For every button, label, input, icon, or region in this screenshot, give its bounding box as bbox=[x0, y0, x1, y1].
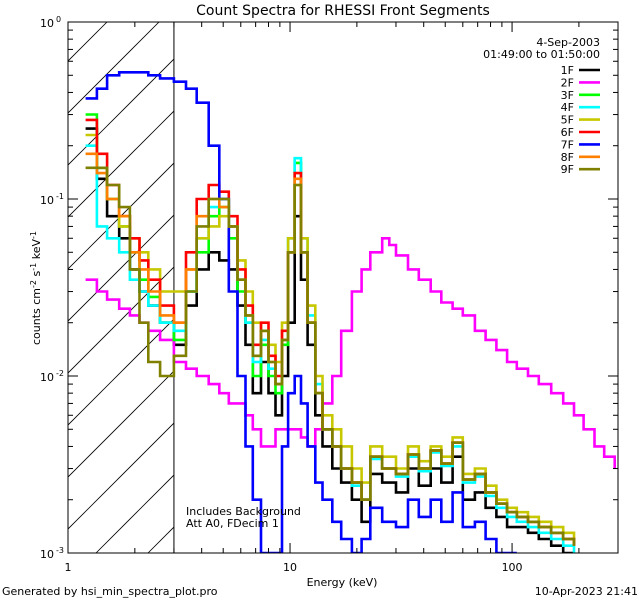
x-tick-labels: 1 10 100 bbox=[65, 561, 523, 574]
y-tick-label: 10 bbox=[40, 17, 54, 30]
y-tick-exponent: 0 bbox=[56, 15, 61, 24]
y-tick-exponent: -2 bbox=[56, 369, 64, 378]
x-tick-label: 10 bbox=[283, 561, 297, 574]
series-line-2F bbox=[85, 237, 616, 469]
hatch-line bbox=[68, 370, 174, 478]
hatch-line bbox=[512, 0, 640, 553]
legend-label-5F: 5F bbox=[561, 114, 574, 127]
legend-label-1F: 1F bbox=[561, 64, 574, 77]
series-layer bbox=[85, 71, 616, 553]
hatch-line bbox=[68, 110, 174, 218]
x-tick-label: 100 bbox=[502, 561, 523, 574]
footer-timestamp: 10-Apr-2023 21:41 bbox=[535, 585, 638, 598]
time-range-label: 01:49:00 to 01:50:00 bbox=[483, 48, 600, 61]
annotation-attenuator: Att A0, FDecim 1 bbox=[186, 517, 279, 530]
hatch-line bbox=[68, 214, 174, 322]
ylabel-part: keV bbox=[30, 239, 43, 263]
hatch-line bbox=[68, 318, 174, 426]
hatch-line bbox=[0, 0, 172, 553]
legend-label-2F: 2F bbox=[561, 76, 574, 89]
hatch-line bbox=[68, 58, 174, 166]
axis-ticks bbox=[67, 21, 619, 554]
date-label: 4-Sep-2003 bbox=[536, 36, 600, 49]
hatch-line bbox=[0, 0, 120, 553]
hatched-region bbox=[0, 0, 640, 553]
series-line-7F bbox=[85, 71, 517, 553]
hatch-line bbox=[68, 162, 174, 270]
ylabel-part: counts cm bbox=[30, 288, 43, 345]
y-axis-label: counts cm-2 s-1 keV-1 bbox=[29, 231, 43, 345]
y-tick-exponent: -1 bbox=[56, 192, 64, 201]
legend-label-8F: 8F bbox=[561, 151, 574, 164]
annotation-background: Includes Background bbox=[186, 505, 301, 518]
ylabel-exp: -2 bbox=[29, 280, 38, 288]
hatch-line bbox=[460, 0, 640, 553]
legend-label-6F: 6F bbox=[561, 126, 574, 139]
legend-label-3F: 3F bbox=[561, 89, 574, 102]
hatch-line bbox=[564, 0, 640, 553]
y-tick-label: 10 bbox=[40, 194, 54, 207]
plot-frame bbox=[67, 21, 619, 554]
legend-label-9F: 9F bbox=[561, 163, 574, 176]
x-axis-label: Energy (keV) bbox=[307, 576, 378, 589]
hatch-line bbox=[68, 422, 174, 530]
ylabel-exp: -1 bbox=[29, 263, 38, 271]
legend-label-4F: 4F bbox=[561, 101, 574, 114]
ylabel-exp: -1 bbox=[29, 231, 38, 239]
chart-title: Count Spectra for RHESSI Front Segments bbox=[196, 3, 490, 19]
y-tick-label: 10 bbox=[40, 371, 54, 384]
y-tick-label: 10 bbox=[40, 548, 54, 561]
x-tick-label: 1 bbox=[65, 561, 72, 574]
hatch-line bbox=[616, 0, 640, 553]
ylabel-part: s bbox=[30, 270, 43, 279]
legend-label-7F: 7F bbox=[561, 138, 574, 151]
series-line-9F bbox=[85, 166, 576, 546]
footer-generated-by: Generated by hsi_min_spectra_plot.pro bbox=[2, 585, 218, 598]
hatch-line bbox=[408, 0, 640, 553]
y-tick-exponent: -3 bbox=[56, 546, 64, 555]
